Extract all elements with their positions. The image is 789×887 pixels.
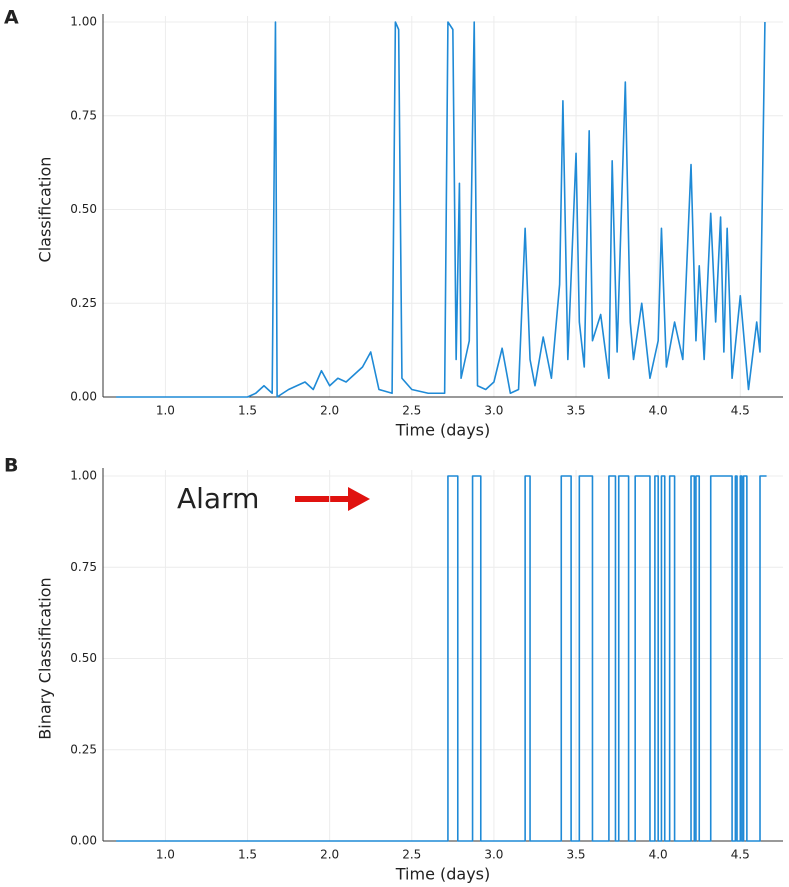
x-tick-label: 3.0 bbox=[484, 404, 503, 418]
data-line bbox=[116, 21, 766, 398]
x-tick-label: 1.5 bbox=[238, 404, 257, 418]
y-tick-label: 1.00 bbox=[70, 469, 97, 483]
x-tick-label: 4.0 bbox=[649, 404, 668, 418]
x-tick-label: 3.5 bbox=[566, 404, 585, 418]
alarm-arrow-head bbox=[348, 487, 370, 511]
x-tick-label: 2.5 bbox=[402, 404, 421, 418]
x-tick-label: 4.5 bbox=[731, 848, 750, 862]
y-tick-label: 0.00 bbox=[70, 834, 97, 848]
x-tick-label: 4.5 bbox=[731, 404, 750, 418]
x-tick-label: 3.5 bbox=[566, 848, 585, 862]
y-tick-label: 0.25 bbox=[70, 296, 97, 310]
panel-label: A bbox=[4, 7, 19, 29]
x-axis-label: Time (days) bbox=[395, 421, 491, 440]
panel-label: B bbox=[4, 455, 18, 477]
y-tick-label: 0.50 bbox=[70, 202, 97, 216]
x-tick-label: 2.5 bbox=[402, 848, 421, 862]
y-axis-label: Binary Classification bbox=[36, 577, 55, 739]
x-tick-label: 3.0 bbox=[484, 848, 503, 862]
x-tick-label: 1.0 bbox=[156, 404, 175, 418]
x-tick-label: 2.0 bbox=[320, 404, 339, 418]
y-tick-label: 0.50 bbox=[70, 651, 97, 665]
y-tick-label: 0.75 bbox=[70, 560, 97, 574]
x-tick-label: 2.0 bbox=[320, 848, 339, 862]
y-tick-label: 0.00 bbox=[70, 390, 97, 404]
annotation: Alarm bbox=[177, 482, 259, 515]
y-axis-label: Classification bbox=[36, 157, 55, 263]
x-axis-label: Time (days) bbox=[395, 865, 491, 884]
y-tick-label: 0.75 bbox=[70, 108, 97, 122]
data-line bbox=[116, 475, 767, 842]
x-tick-label: 4.0 bbox=[649, 848, 668, 862]
y-tick-label: 0.25 bbox=[70, 742, 97, 756]
y-tick-label: 1.00 bbox=[70, 15, 97, 29]
x-tick-label: 1.0 bbox=[156, 848, 175, 862]
x-tick-label: 1.5 bbox=[238, 848, 257, 862]
